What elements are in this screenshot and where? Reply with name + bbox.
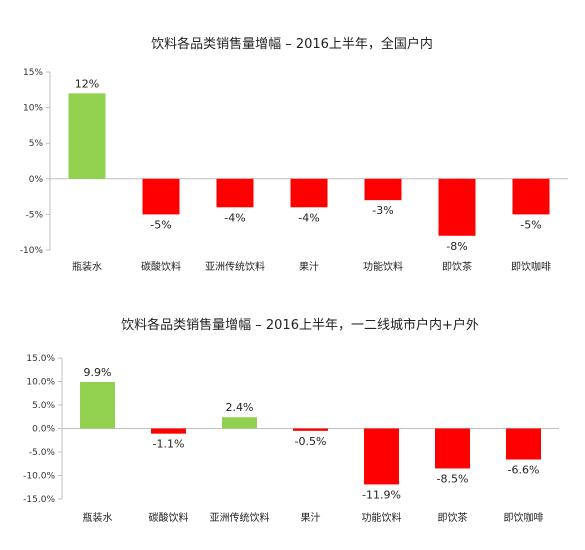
category-label: 碳酸饮料 [141,260,181,273]
category-label: 碳酸饮料 [149,511,189,524]
data-label: -8.5% [437,472,469,485]
bar [364,178,402,201]
chart-2-data-labels: 9.9% -1.1% 2.4% -0.5% -11.9% -8.5% -6.6% [84,366,540,501]
bar [512,178,550,215]
category-label: 亚洲传统饮料 [205,260,265,273]
data-label: -0.5% [295,435,327,448]
y-tick-label: 5% [29,139,44,149]
data-label: -5% [520,218,541,231]
data-label: -11.9% [362,488,401,501]
y-tick-label: 10.0% [26,378,55,388]
category-label: 瓶装水 [83,511,113,524]
bar [364,428,399,485]
chart-2-title: 饮料各品类销售量增幅 – 2016上半年，一二线城市户内+户外 [121,317,479,333]
y-tick-label: 15.0% [26,354,55,364]
y-tick-label: -10.0% [23,472,55,482]
category-label: 即饮茶 [438,511,468,524]
y-tick-label: -5.0% [29,448,56,458]
bar [216,178,254,208]
y-tick-label: 0.0% [32,425,55,435]
chart-2: 饮料各品类销售量增幅 – 2016上半年，一二线城市户内+户外 15.0% 10.… [23,317,559,524]
category-label: 功能饮料 [363,260,403,273]
bar [438,178,476,236]
data-label: -4% [298,211,319,224]
data-label: 9.9% [84,366,112,379]
data-label: -3% [372,204,393,217]
bar [222,417,257,429]
category-label: 果汁 [301,511,321,524]
y-tick-label: -10% [20,246,44,256]
chart-1-bars [68,93,550,236]
category-label: 果汁 [299,260,319,273]
bar [142,178,180,215]
chart-1-title: 饮料各品类销售量增幅 – 2016上半年，全国户内 [151,36,433,52]
y-tick-label: 10% [23,104,43,114]
bar [506,428,541,460]
bar [290,178,328,208]
data-label: -5% [150,218,171,231]
data-label: -4% [224,211,245,224]
bar [151,428,186,434]
data-label: 2.4% [226,401,254,414]
bar [435,428,470,469]
data-label: 12% [75,77,99,90]
y-tick-label: -15.0% [23,495,55,505]
category-label: 即饮茶 [442,260,472,273]
data-label: -8% [446,240,467,253]
bar [80,381,115,429]
category-label: 瓶装水 [72,260,102,273]
y-tick-label: 5.0% [32,401,55,411]
category-label: 功能饮料 [362,511,402,524]
chart-1: 饮料各品类销售量增幅 – 2016上半年，全国户内 15% 10% 5% 0% -5% -… [20,36,568,273]
chart-1-category-labels: 瓶装水 碳酸饮料 亚洲传统饮料 果汁 功能饮料 即饮茶 即饮咖啡 [72,260,551,273]
category-label: 即饮咖啡 [504,511,544,524]
bar [293,428,328,431]
y-tick-label: 15% [23,68,43,78]
data-label: -1.1% [153,438,185,451]
chart-2-bars [80,381,541,485]
category-label: 亚洲传统饮料 [210,511,270,524]
y-tick-label: 0% [29,175,44,185]
chart-2-category-labels: 瓶装水 碳酸饮料 亚洲传统饮料 果汁 功能饮料 即饮茶 即饮咖啡 [83,511,544,524]
chart-1-data-labels: 12% -5% -4% -4% -3% -8% -5% [75,77,542,252]
y-tick-label: -5% [25,210,43,220]
category-label: 即饮咖啡 [511,260,551,273]
data-label: -6.6% [508,464,540,477]
bar [68,93,106,179]
